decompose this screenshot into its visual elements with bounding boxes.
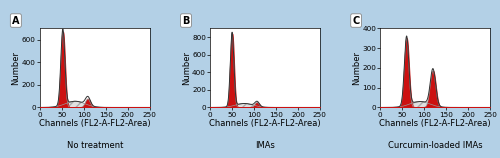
- Text: Curcumin-loaded IMAs: Curcumin-loaded IMAs: [388, 141, 482, 150]
- Y-axis label: Number: Number: [352, 51, 361, 85]
- X-axis label: Channels (FL2-A-FL2-Area): Channels (FL2-A-FL2-Area): [39, 119, 150, 128]
- X-axis label: Channels (FL2-A-FL2-Area): Channels (FL2-A-FL2-Area): [380, 119, 491, 128]
- Text: C: C: [352, 15, 360, 26]
- Text: B: B: [182, 15, 190, 26]
- Text: A: A: [12, 15, 20, 26]
- X-axis label: Channels (FL2-A-FL2-Area): Channels (FL2-A-FL2-Area): [209, 119, 321, 128]
- Y-axis label: Number: Number: [12, 51, 20, 85]
- Y-axis label: Number: Number: [182, 51, 190, 85]
- Text: IMAs: IMAs: [255, 141, 275, 150]
- Text: No treatment: No treatment: [66, 141, 123, 150]
